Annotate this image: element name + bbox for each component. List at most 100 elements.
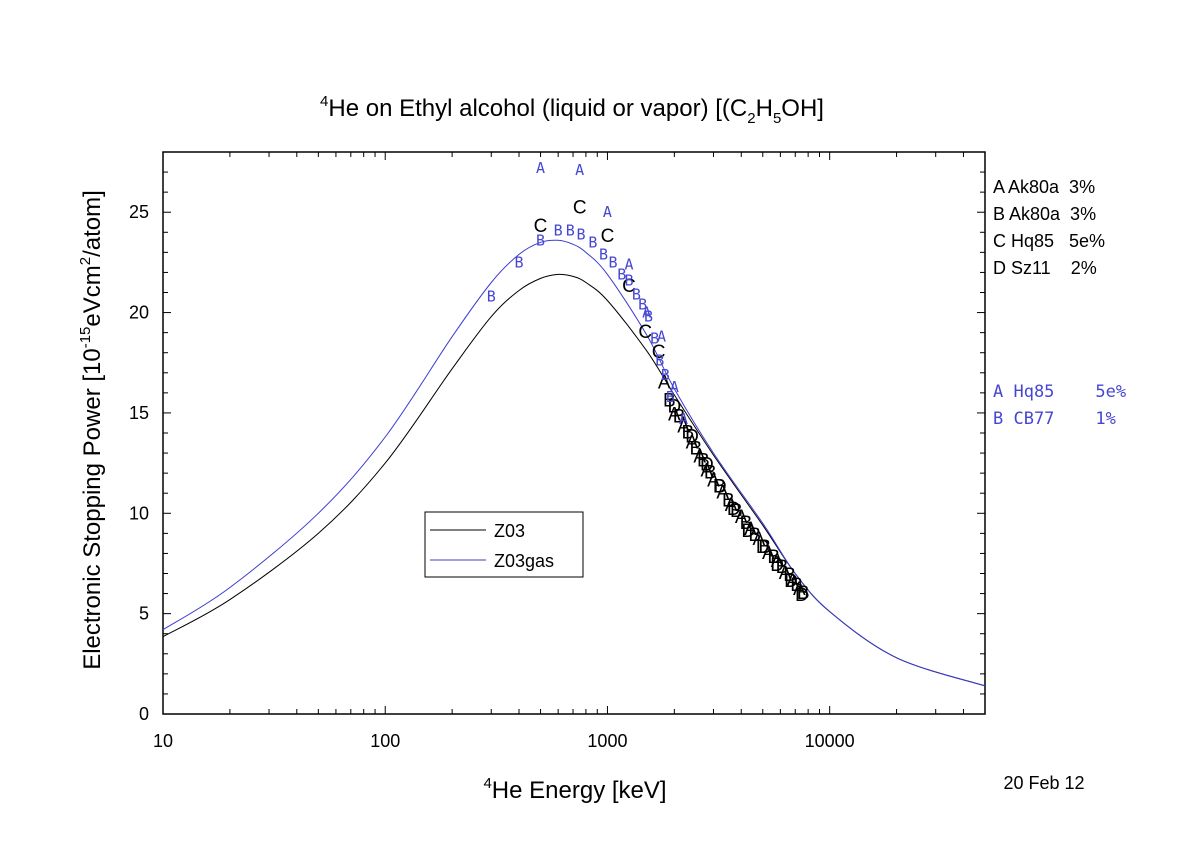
key-hq85: C Hq85 5e%: [993, 231, 1105, 251]
marker-a-4: A: [536, 159, 545, 177]
marker-b-1: B: [663, 390, 676, 411]
marker-d-3: D: [700, 455, 714, 476]
y-tick-label: 0: [139, 704, 149, 724]
marker-b-1: B: [767, 547, 780, 568]
marker-a-0: A: [707, 471, 720, 492]
marker-a-4: A: [575, 161, 584, 179]
x-tick-label: 10: [153, 731, 173, 751]
marker-a-0: A: [725, 495, 738, 516]
marker-b-1: B: [681, 423, 694, 444]
key-sz11: D Sz11 2%: [993, 258, 1097, 278]
y-tick-label: 15: [129, 403, 149, 423]
marker-a-4: A: [603, 203, 612, 221]
marker-a-0: A: [762, 543, 775, 564]
marker-a-0: A: [658, 372, 671, 393]
curve-z03: [162, 273, 986, 687]
marker-b-5: B: [588, 233, 597, 251]
marker-a-0: A: [700, 461, 713, 482]
marker-b-5: B: [650, 330, 659, 348]
chart-title: 4He on Ethyl alcohol (liquid or vapor) […: [320, 93, 824, 127]
marker-b-5: B: [487, 288, 496, 306]
marker-a-0: A: [744, 519, 757, 540]
marker-b-1: B: [673, 406, 686, 427]
marker-b-5: B: [655, 352, 664, 370]
marker-a-0: A: [693, 447, 706, 468]
marker-d-3: D: [741, 521, 755, 542]
marker-b-5: B: [599, 245, 608, 263]
marker-c-2: C: [573, 198, 587, 219]
legend: Z03 Z03gas: [424, 511, 584, 578]
marker-d-3: D: [756, 537, 770, 558]
marker-c-2: C: [534, 216, 548, 237]
marker-b-5: B: [609, 253, 618, 271]
marker-d-3: D: [795, 585, 809, 606]
marker-b-5: B: [617, 265, 626, 283]
marker-a-0: A: [779, 563, 792, 584]
key-ak80a-2: B Ak80a 3%: [993, 204, 1096, 224]
marker-a-4: A: [657, 328, 666, 346]
key-hq85-gas: A Hq85 5e%: [993, 382, 1126, 402]
marker-b-5: B: [638, 296, 647, 314]
date-stamp: 20 Feb 12: [1003, 773, 1084, 793]
marker-a-0: A: [752, 529, 765, 550]
x-axis-label: 4He Energy [keV]: [483, 775, 666, 804]
marker-a-0: A: [668, 404, 681, 425]
marker-b-1: B: [713, 477, 726, 498]
marker-a-4: A: [642, 304, 651, 322]
y-tick-label: 10: [129, 503, 149, 523]
y-tick-label: 25: [129, 202, 149, 222]
marker-a-0: A: [793, 579, 806, 600]
marker-b-1: B: [730, 501, 743, 522]
key-cb77: B CB77 1%: [993, 409, 1116, 429]
marker-b-5: B: [576, 225, 585, 243]
marker-d-3: D: [713, 477, 727, 498]
marker-b-5: B: [661, 366, 670, 384]
marker-d-3: D: [770, 555, 784, 576]
marker-d-3: D: [727, 499, 741, 520]
marker-b-1: B: [783, 565, 796, 586]
marker-b-1: B: [740, 513, 753, 534]
dataset-key: A Ak80a 3% B Ak80a 3% C Hq85 5e% D Sz11 …: [993, 177, 1126, 429]
marker-d-3: D: [784, 571, 798, 592]
marker-b-1: B: [790, 575, 803, 596]
marker-b-1: B: [697, 451, 710, 472]
marker-a-4: A: [670, 378, 679, 396]
marker-b-1: B: [797, 583, 810, 604]
marker-b-1: B: [704, 463, 717, 484]
legend-label-z03: Z03: [494, 521, 525, 541]
marker-c-2: C: [638, 322, 652, 343]
marker-b-1: B: [722, 491, 735, 512]
marker-a-4: A: [679, 410, 688, 428]
y-axis-label: Electronic Stopping Power [10-15eVcm2/at…: [77, 190, 106, 670]
marker-b-5: B: [644, 308, 653, 326]
x-tick-label: 100: [370, 731, 400, 751]
marker-a-0: A: [735, 507, 748, 528]
marker-a-4: A: [624, 255, 633, 273]
marker-d-3: D: [685, 427, 699, 448]
y-tick-label: 5: [139, 604, 149, 624]
legend-label-z03gas: Z03gas: [494, 551, 554, 571]
marker-b-5: B: [554, 221, 563, 239]
x-tick-label: 1000: [587, 731, 627, 751]
marker-b-5: B: [566, 221, 575, 239]
marker-b-5: B: [536, 231, 545, 249]
marker-b-1: B: [690, 439, 703, 460]
marker-b-1: B: [758, 537, 771, 558]
data-markers: AAAAAAAAAAAAAAAAABBBBBBBBBBBBBBBBBCCCCCC…: [487, 159, 810, 606]
marker-a-0: A: [716, 483, 729, 504]
marker-b-1: B: [776, 557, 789, 578]
marker-b-1: B: [748, 525, 761, 546]
marker-a-0: A: [686, 433, 699, 454]
marker-b-5: B: [624, 271, 633, 289]
marker-c-2: C: [622, 276, 636, 297]
marker-b-5: B: [666, 388, 675, 406]
legend-box: [424, 511, 584, 578]
marker-c-2: C: [652, 342, 666, 363]
curves: [162, 239, 986, 687]
marker-b-5: B: [632, 286, 641, 304]
marker-a-0: A: [786, 571, 799, 592]
axis-ticks: 10 100 1000 10000 0 5 10 15 20 25: [129, 151, 986, 751]
marker-b-5: B: [515, 253, 524, 271]
marker-a-0: A: [771, 551, 784, 572]
